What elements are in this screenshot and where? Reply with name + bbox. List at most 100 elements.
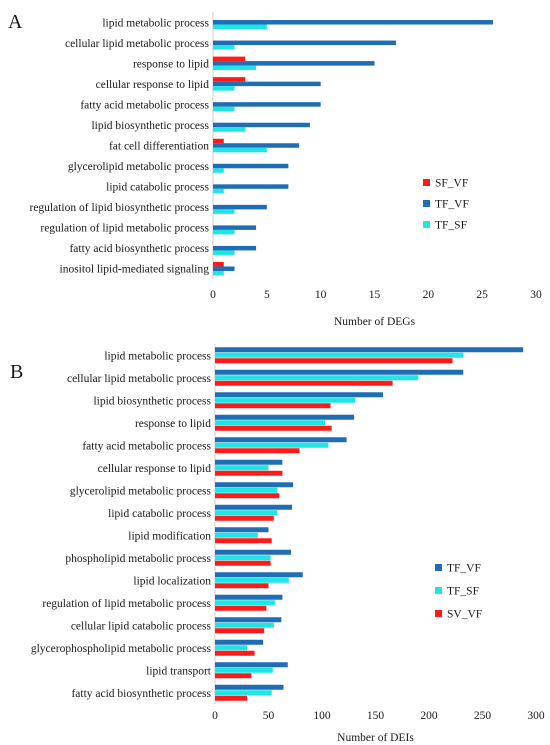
- bar-tf-vf: [215, 459, 283, 465]
- category-label: lipid biosynthetic process: [91, 120, 209, 132]
- x-tick-label: 30: [530, 289, 542, 301]
- bar-tf-vf: [213, 245, 257, 251]
- bar-tf-vf: [213, 122, 310, 128]
- bar-tf-vf: [215, 437, 347, 443]
- bar-tf-vf: [213, 143, 300, 148]
- legend-label-tf-sf: TF_SF: [447, 586, 479, 598]
- panel-label: B: [10, 361, 23, 383]
- category-label: cellular response to lipid: [96, 79, 210, 91]
- bar-sf-vf: [213, 77, 246, 82]
- legend-label-tf-sf: TF_SF: [435, 220, 467, 232]
- category-label: inositol lipid-mediated signaling: [60, 264, 210, 276]
- category-label: glycerolipid metabolic process: [68, 161, 210, 173]
- category-label: glycerolipid metabolic process: [70, 485, 212, 497]
- bar-tf-sf: [213, 209, 235, 214]
- bar-tf-sf: [215, 555, 271, 561]
- bar-tf-sf: [213, 24, 267, 30]
- bar-sf-vf: [213, 56, 246, 62]
- category-label: lipid localization: [133, 575, 211, 587]
- bar-tf-sf: [215, 532, 258, 538]
- bar-tf-sf: [213, 86, 235, 91]
- x-tick-label: 0: [210, 289, 216, 301]
- bar-tf-sf: [213, 147, 267, 153]
- bar-tf-vf: [215, 594, 283, 600]
- bar-tf-vf: [213, 225, 257, 230]
- bar-tf-vf: [215, 572, 303, 578]
- bar-tf-sf: [213, 188, 224, 194]
- category-label: cellular lipid metabolic process: [65, 38, 210, 50]
- bar-tf-sf: [213, 45, 235, 50]
- bar-tf-sf: [215, 465, 269, 471]
- bar-sv-vf: [215, 583, 269, 589]
- bar-tf-sf: [215, 352, 464, 358]
- bar-tf-vf: [215, 392, 383, 398]
- bar-sv-vf: [215, 425, 332, 431]
- bar-tf-vf: [213, 102, 321, 107]
- bar-tf-sf: [215, 667, 273, 673]
- bar-tf-sf: [215, 487, 278, 493]
- legend-label-sf-vf: SF_VF: [435, 178, 468, 190]
- bar-tf-sf: [215, 690, 272, 696]
- category-label: lipid metabolic process: [104, 350, 211, 362]
- legend-swatch-sf-vf: [423, 179, 430, 186]
- bar-sv-vf: [215, 515, 274, 521]
- bar-tf-sf: [215, 375, 419, 381]
- bar-tf-vf: [213, 20, 493, 25]
- bar-tf-vf: [215, 684, 284, 690]
- bar-tf-sf: [213, 127, 246, 132]
- legend-label-tf-vf: TF_VF: [447, 563, 481, 575]
- bar-tf-vf: [215, 549, 291, 555]
- bar-tf-vf: [213, 266, 235, 271]
- bar-tf-vf: [213, 184, 289, 189]
- category-label: phospholipid metabolic process: [65, 553, 211, 565]
- bar-tf-sf: [215, 600, 275, 606]
- bar-tf-vf: [213, 204, 267, 210]
- category-label: regulation of lipid metabolic process: [40, 223, 209, 235]
- bar-sv-vf: [215, 650, 255, 656]
- category-label: regulation of lipid biosynthetic process: [30, 202, 210, 214]
- bar-tf-vf: [213, 40, 397, 46]
- bar-tf-sf: [213, 106, 235, 112]
- category-label: lipid modification: [128, 530, 211, 542]
- bar-tf-vf: [215, 639, 264, 645]
- category-label: regulation of lipid metabolic process: [42, 598, 211, 610]
- x-tick-label: 5: [264, 289, 270, 301]
- legend-swatch-sv-vf: [435, 610, 442, 617]
- category-label: lipid catabolic process: [106, 182, 209, 194]
- bar-tf-vf: [213, 61, 375, 66]
- x-tick-label: 200: [420, 710, 438, 722]
- legend-swatch-tf-vf: [435, 564, 442, 571]
- bar-tf-vf: [215, 617, 282, 623]
- category-label: cellular lipid metabolic process: [67, 373, 212, 385]
- bar-tf-sf: [213, 250, 235, 255]
- bar-sf-vf: [213, 261, 224, 267]
- category-label: glycerophospholipid metabolic process: [31, 643, 212, 655]
- bar-tf-sf: [213, 270, 224, 276]
- bar-sv-vf: [215, 695, 248, 701]
- bar-tf-vf: [213, 163, 289, 169]
- x-axis-title: Number of DEIs: [337, 732, 414, 744]
- bar-sv-vf: [215, 673, 252, 679]
- category-label: lipid catabolic process: [108, 508, 211, 520]
- bar-tf-sf: [213, 229, 235, 235]
- bar-sv-vf: [215, 538, 272, 544]
- category-label: fatty acid metabolic process: [80, 99, 209, 111]
- x-tick-label: 300: [527, 710, 545, 722]
- legend-swatch-tf-vf: [423, 200, 430, 207]
- bar-sv-vf: [215, 380, 393, 386]
- bar-sv-vf: [215, 605, 267, 611]
- bar-sv-vf: [215, 560, 271, 566]
- bar-tf-sf: [215, 645, 248, 651]
- category-label: lipid metabolic process: [102, 17, 209, 29]
- category-label: lipid biosynthetic process: [93, 395, 211, 407]
- category-label: response to lipid: [133, 58, 209, 70]
- bar-tf-sf: [215, 622, 274, 628]
- category-label: lipid transport: [146, 665, 212, 677]
- category-label: fat cell differentiation: [109, 141, 209, 153]
- bar-sv-vf: [215, 403, 331, 409]
- bar-tf-sf: [215, 420, 326, 426]
- category-label: response to lipid: [135, 418, 211, 430]
- bar-tf-vf: [215, 662, 288, 668]
